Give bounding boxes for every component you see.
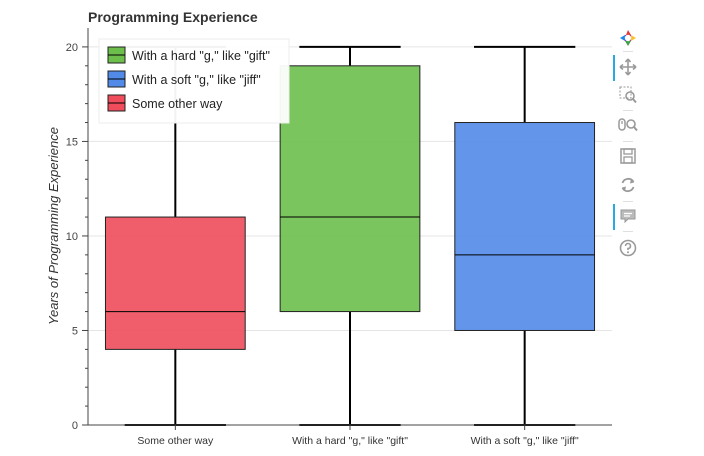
legend-label: With a soft "g," like "jiff" [132,73,261,87]
help-tool[interactable] [616,236,640,260]
wheel-zoom-icon [618,116,638,134]
toolbar-separator [623,110,633,111]
bokeh-logo-tool[interactable] [616,26,640,50]
help-icon [619,239,637,257]
box-zoom-icon [619,86,637,104]
legend-label: With a hard "g," like "gift" [132,49,270,63]
y-major-ticks: 0 5 10 15 20 [66,42,88,432]
toolbar-separator [623,51,633,52]
save-icon [619,147,637,165]
hover-tool[interactable] [613,204,640,230]
bokeh-logo-icon [618,28,638,48]
toolbar-separator [623,201,633,202]
box-iqr [104,216,246,350]
pan-icon [619,58,637,76]
pan-tool[interactable] [613,55,640,81]
box-iqr [279,65,421,313]
toolbar [610,24,646,264]
x-tick-label: With a soft "g," like "jiff" [471,435,579,447]
legend-background [98,38,290,124]
y-tick-label: 15 [66,136,78,148]
y-axis-label: Years of Programming Experience [46,127,61,325]
y-tick-label: 20 [66,42,78,54]
box-iqr [454,122,596,331]
x-tick-label: Some other way [137,435,214,447]
y-tick-label: 5 [72,325,78,337]
y-tick-label: 0 [72,420,78,432]
legend-label: Some other way [132,97,223,111]
toolbar-separator [623,141,633,142]
y-tick-label: 10 [66,231,78,243]
box-zoom-tool[interactable] [616,83,640,107]
save-tool[interactable] [616,144,640,168]
x-ticks: Some other way With a hard "g," like "gif… [137,425,579,447]
hover-icon [619,207,637,225]
wheel-zoom-tool[interactable] [616,113,640,137]
chart-title: Programming Experience [88,9,258,25]
x-tick-label: With a hard "g," like "gift" [292,435,408,447]
reset-icon [619,176,637,194]
legend: With a hard "g," like "gift" With a soft … [98,38,290,124]
toolbar-separator [623,231,633,232]
box-group-1 [279,45,421,426]
reset-tool[interactable] [616,173,640,197]
